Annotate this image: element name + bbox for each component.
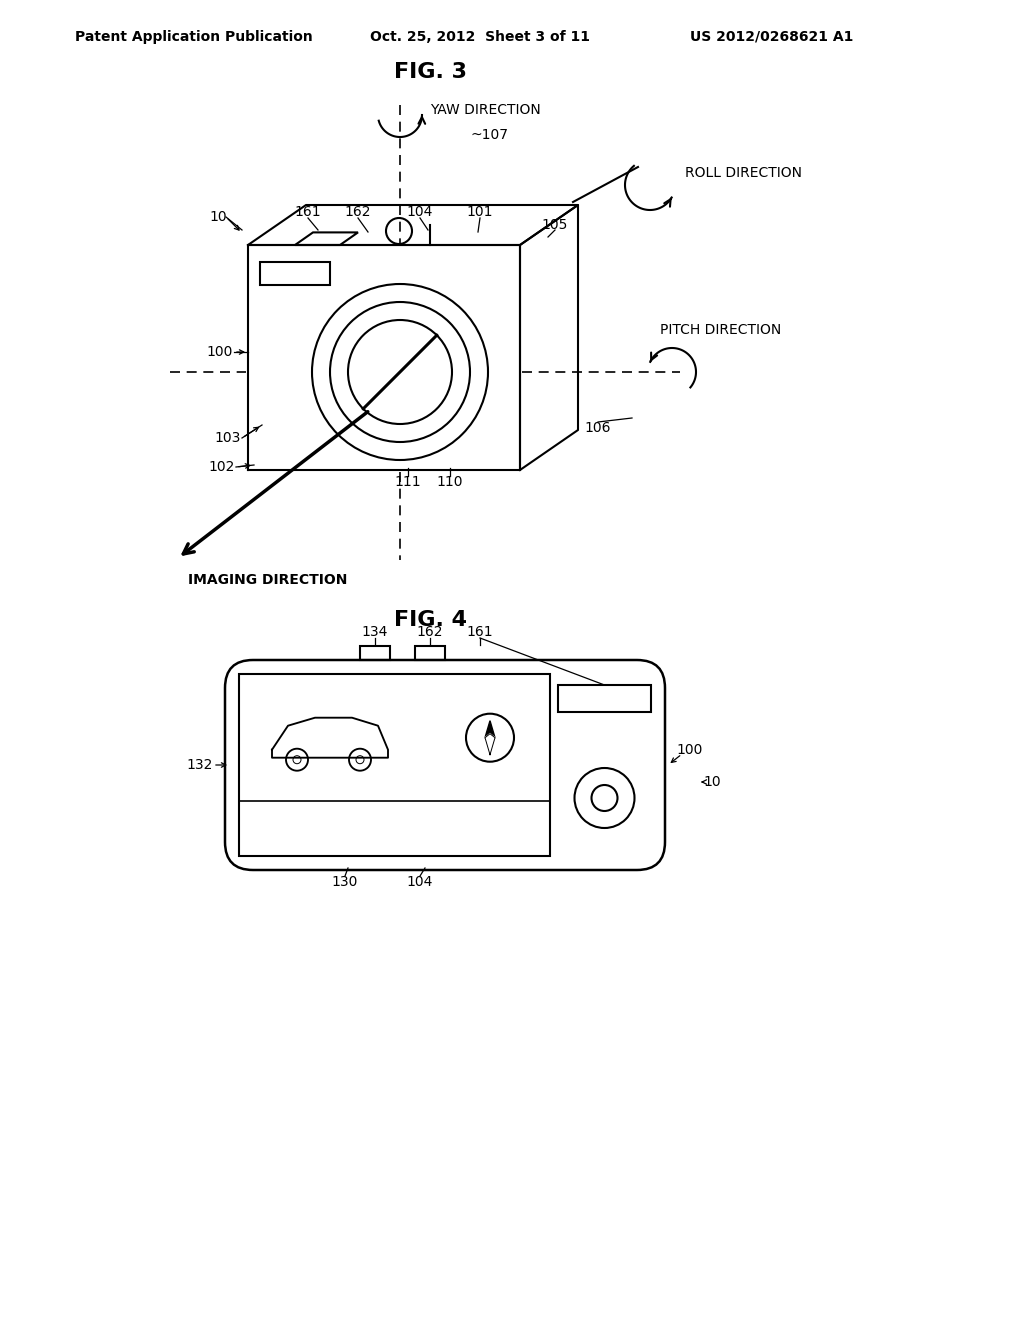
Text: 100: 100 xyxy=(207,345,233,359)
Text: 100: 100 xyxy=(677,743,703,756)
Bar xyxy=(360,645,390,660)
Text: 110: 110 xyxy=(437,475,463,488)
Text: IMAGING DIRECTION: IMAGING DIRECTION xyxy=(188,573,347,587)
Text: 161: 161 xyxy=(467,624,494,639)
Polygon shape xyxy=(485,721,495,742)
Text: 104: 104 xyxy=(407,875,433,888)
Text: 103: 103 xyxy=(215,432,242,445)
Text: 101: 101 xyxy=(467,205,494,219)
Text: 106: 106 xyxy=(585,421,611,436)
Text: 10: 10 xyxy=(209,210,226,224)
Text: 134: 134 xyxy=(361,624,388,639)
Text: FIG. 3: FIG. 3 xyxy=(393,62,467,82)
Text: 162: 162 xyxy=(417,624,443,639)
Text: Oct. 25, 2012  Sheet 3 of 11: Oct. 25, 2012 Sheet 3 of 11 xyxy=(370,30,590,44)
Text: 161: 161 xyxy=(295,205,322,219)
Bar xyxy=(260,261,330,285)
Text: US 2012/0268621 A1: US 2012/0268621 A1 xyxy=(690,30,853,44)
Polygon shape xyxy=(485,734,495,755)
Bar xyxy=(239,675,550,855)
Text: ~107: ~107 xyxy=(471,128,509,143)
Bar xyxy=(558,685,651,711)
Text: 130: 130 xyxy=(332,875,358,888)
Text: 132: 132 xyxy=(186,758,213,772)
Text: PITCH DIRECTION: PITCH DIRECTION xyxy=(660,323,781,337)
Text: Patent Application Publication: Patent Application Publication xyxy=(75,30,312,44)
Text: ROLL DIRECTION: ROLL DIRECTION xyxy=(685,166,802,180)
Text: 104: 104 xyxy=(407,205,433,219)
Text: YAW DIRECTION: YAW DIRECTION xyxy=(430,103,541,117)
Text: 102: 102 xyxy=(209,459,236,474)
Text: FIG. 4: FIG. 4 xyxy=(393,610,467,630)
Text: 111: 111 xyxy=(394,475,421,488)
Bar xyxy=(415,645,445,660)
Text: 10: 10 xyxy=(703,775,721,789)
Text: 162: 162 xyxy=(345,205,372,219)
Text: 105: 105 xyxy=(542,218,568,232)
